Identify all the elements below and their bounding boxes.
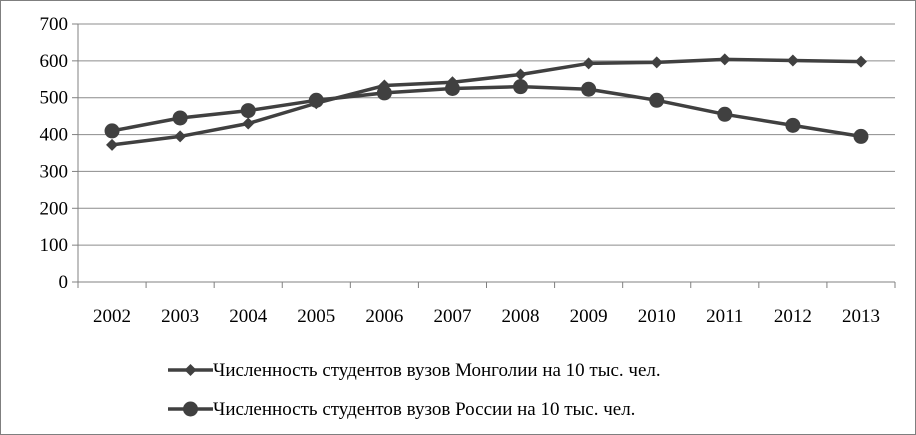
x-tick-label: 2012	[774, 306, 812, 327]
x-tick-label: 2002	[93, 306, 131, 327]
x-tick-label: 2010	[638, 306, 676, 327]
data-point	[785, 117, 801, 133]
series-2	[104, 79, 869, 144]
data-point	[242, 117, 255, 130]
data-point	[376, 85, 392, 101]
data-point	[582, 57, 595, 70]
data-point	[308, 92, 324, 108]
x-tick-label: 2004	[229, 306, 268, 327]
data-point	[650, 56, 663, 69]
x-tick-label: 2007	[433, 306, 471, 327]
data-point	[513, 79, 529, 95]
x-tick-label: 2005	[297, 306, 335, 327]
legend-label: Численность студентов вузов Монголии на …	[213, 360, 661, 381]
data-point	[717, 106, 733, 122]
y-tick-labels: 0 100 200 300 400 500 600 700	[40, 14, 69, 293]
data-point	[240, 103, 256, 119]
legend-item-1: Численность студентов вузов Монголии на …	[168, 360, 661, 381]
data-point	[514, 68, 527, 81]
x-tick-label: 2003	[161, 306, 199, 327]
series-line-2	[111, 84, 862, 139]
data-point	[174, 130, 187, 143]
x-tick-label: 2008	[502, 306, 540, 327]
series-line-1	[111, 57, 861, 147]
data-point	[106, 138, 119, 151]
x-tick-label: 2009	[570, 306, 608, 327]
legend-swatch-marker	[184, 364, 197, 376]
y-tick-label: 600	[40, 51, 69, 72]
x-tick-labels: 2002 2003 2004 2005 2006 2007 2008 2009 2010 2011…	[93, 306, 880, 327]
y-tick-label: 200	[40, 198, 69, 219]
y-tick-label: 400	[40, 125, 69, 146]
data-point	[444, 81, 460, 96]
y-tick-label: 300	[40, 161, 69, 182]
x-tick-label: 2011	[706, 306, 743, 327]
data-point	[172, 110, 188, 126]
data-point	[854, 55, 867, 68]
y-tick-label: 500	[40, 88, 69, 109]
y-tick-label: 700	[40, 14, 69, 35]
x-tick-label: 2006	[365, 306, 403, 327]
data-point	[718, 53, 731, 66]
data-point	[786, 54, 799, 67]
data-point	[649, 92, 665, 108]
series	[104, 53, 869, 151]
legend-item-2: Численность студентов вузов России на 10…	[168, 399, 635, 420]
axes	[72, 23, 896, 288]
x-tick-label: 2013	[842, 306, 880, 327]
legend-swatch-marker	[183, 401, 198, 417]
data-point	[581, 81, 597, 97]
legend-label: Численность студентов вузов России на 10…	[213, 399, 635, 420]
legend: Численность студентов вузов Монголии на …	[168, 360, 661, 420]
data-point	[853, 128, 869, 144]
data-point	[104, 123, 120, 139]
y-tick-label: 100	[40, 235, 69, 256]
y-tick-label: 0	[59, 272, 69, 293]
